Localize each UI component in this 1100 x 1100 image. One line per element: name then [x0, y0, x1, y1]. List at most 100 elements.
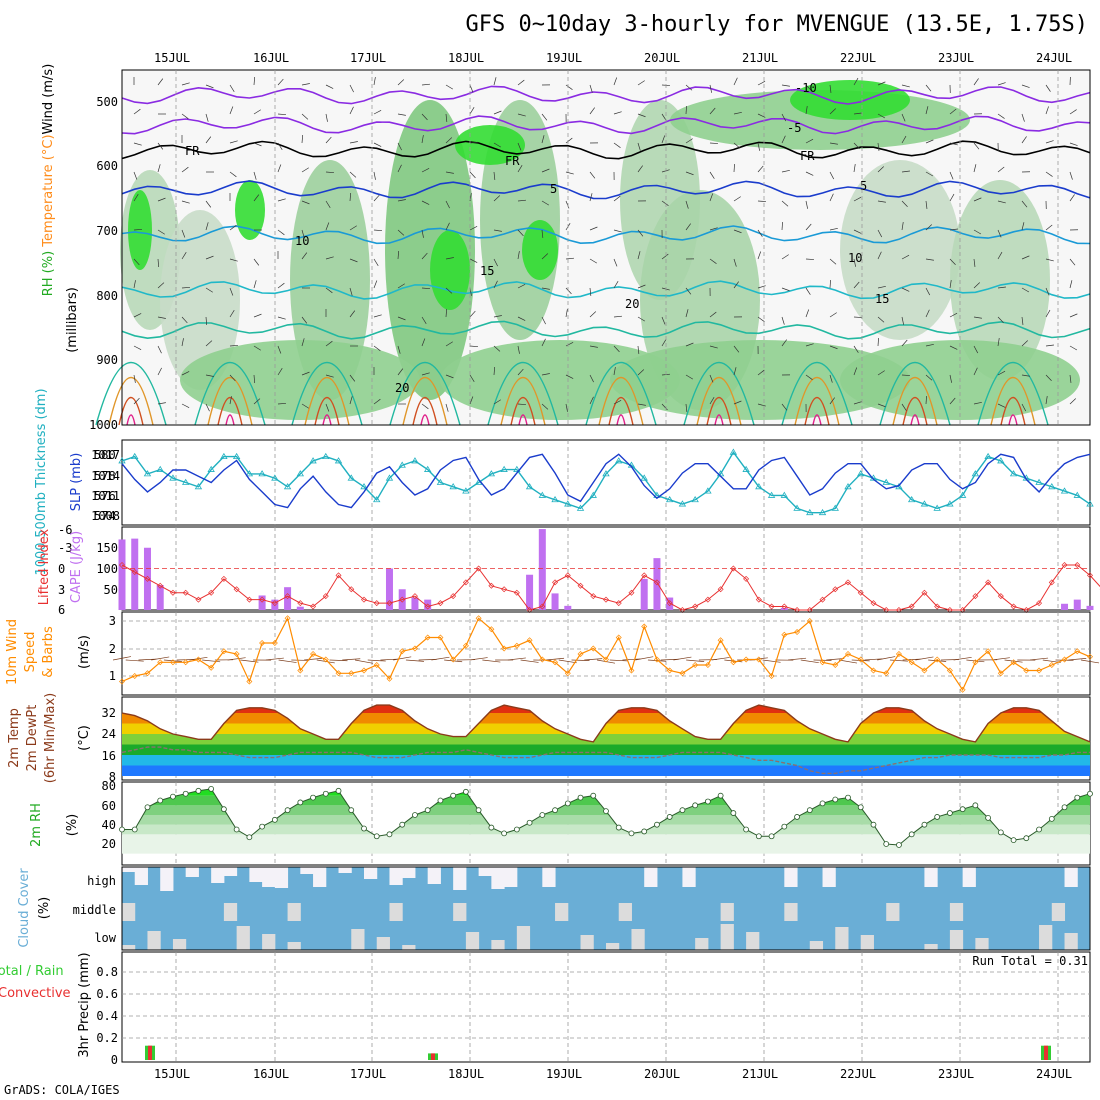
- wind10m-barb: [163, 659, 182, 662]
- wind-barb: [157, 258, 160, 268]
- wind10m-point: [526, 637, 533, 644]
- y-tick-temp2m: 32: [102, 706, 116, 720]
- rh2m-point: [119, 826, 125, 833]
- wind-barb: [133, 280, 136, 289]
- rh2m-band: [122, 815, 1090, 825]
- wind-barb: [469, 226, 478, 231]
- wind-barb: [541, 229, 544, 238]
- rh2m-point: [603, 808, 609, 815]
- wind-barb: [469, 171, 476, 179]
- thickness-point: [1086, 500, 1094, 507]
- wind-barb: [829, 108, 836, 115]
- wind10m-point: [348, 670, 355, 677]
- wind-barb: [133, 397, 140, 405]
- cloud-low-bar: [580, 935, 594, 950]
- wind10m-point: [641, 623, 648, 630]
- thickness-point: [678, 500, 687, 507]
- rh2m-point: [475, 807, 482, 814]
- legend-total-rain: Total / Rain: [0, 964, 64, 979]
- rh2m-point: [144, 804, 151, 811]
- cloud-mid-bar: [949, 903, 964, 921]
- wind-barb: [493, 77, 497, 86]
- wind10m-point: [934, 656, 941, 663]
- wind-barb: [181, 286, 191, 289]
- lifted-point: [361, 596, 367, 603]
- lifted-point: [1087, 572, 1093, 579]
- isotherm-arch: [402, 377, 448, 426]
- isotherm-line: [121, 115, 1091, 135]
- wind-barb: [133, 171, 138, 180]
- wind-barb: [277, 198, 286, 202]
- rh2m-point: [462, 788, 469, 795]
- cloud-high-bar: [364, 867, 378, 879]
- wind10m-point: [131, 673, 138, 679]
- rh2m-point: [946, 810, 953, 816]
- thickness-point: [551, 495, 559, 503]
- wind-barb: [781, 316, 785, 325]
- wind10m-point: [386, 675, 393, 682]
- x-tick-bottom: 21JUL: [742, 1067, 778, 1081]
- wind-barb: [1069, 258, 1076, 266]
- cloud-low-bar: [949, 930, 964, 950]
- thickness-point: [118, 457, 126, 464]
- ylabel-temp2m: 2m DewPt: [25, 705, 40, 772]
- cape-bar: [551, 593, 559, 610]
- wind-barb: [133, 313, 142, 318]
- lifted-point: [513, 589, 520, 596]
- isotherm-arch: [977, 362, 1049, 426]
- thickness-point: [143, 470, 152, 477]
- lifted-point: [310, 603, 317, 610]
- wind10m-point: [603, 656, 609, 663]
- wind10m-point: [679, 670, 686, 677]
- wind-barb: [421, 83, 430, 86]
- wind-barb: [157, 229, 165, 235]
- wind-barb: [229, 106, 234, 115]
- wind-barb: [877, 113, 886, 119]
- rh-region: [235, 180, 265, 240]
- wind-barb: [1045, 287, 1050, 296]
- cloud-high-bar: [1064, 867, 1078, 887]
- precip-conv-bar: [431, 1053, 435, 1060]
- wind10m-barb: [889, 659, 908, 662]
- contour-label: 10: [295, 234, 309, 248]
- rh2m-point: [1074, 794, 1081, 801]
- legend-convective: Convective: [0, 986, 71, 1001]
- ylabel-wind10m: 10m Wind: [5, 619, 20, 685]
- wind-barb: [301, 316, 308, 324]
- wind-barb: [445, 200, 450, 209]
- isotherm-arch: [892, 377, 938, 426]
- slp-line: [121, 453, 1091, 509]
- wind10m-barb: [724, 659, 743, 663]
- cloud-high-bar: [427, 867, 441, 884]
- wind-barb: [373, 345, 381, 352]
- wind-barb: [997, 403, 1006, 408]
- isotherm-arch: [510, 396, 536, 426]
- thickness-point: [971, 470, 980, 477]
- wind-barb: [517, 142, 522, 151]
- wind-barb: [661, 316, 666, 325]
- cloud-high-bar: [389, 867, 403, 885]
- lifted-point: [1010, 603, 1017, 610]
- y-tick-cloud: low: [94, 931, 116, 945]
- wind-barb: [925, 139, 934, 144]
- isotherm-arch: [902, 396, 928, 426]
- rh2m-point: [246, 834, 253, 841]
- wind-barb: [565, 309, 568, 318]
- wind-barb: [925, 200, 928, 209]
- rh-region: [385, 100, 475, 400]
- lifted-point: [271, 600, 278, 607]
- wind10m-barb: [393, 656, 412, 661]
- wind-barb: [517, 251, 520, 260]
- rh2m-point: [679, 807, 686, 814]
- cloud-mid-bar: [555, 903, 569, 921]
- wind-barb: [349, 141, 358, 144]
- cloud-low-bar: [695, 938, 709, 950]
- wind-barb: [685, 223, 691, 231]
- wind10m-barb: [647, 659, 666, 662]
- wind10m-barb: [202, 659, 221, 663]
- wind-barb: [301, 167, 309, 173]
- wind-barb: [805, 223, 812, 231]
- wind-barb: [829, 84, 832, 93]
- wind-barb: [877, 81, 886, 86]
- isotherm-line: [121, 180, 1091, 200]
